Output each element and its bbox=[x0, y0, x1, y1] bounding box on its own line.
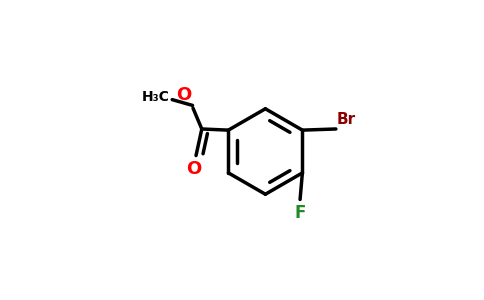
Text: O: O bbox=[177, 86, 192, 104]
Text: F: F bbox=[294, 204, 306, 222]
Text: H₃C: H₃C bbox=[142, 90, 170, 104]
Text: Br: Br bbox=[337, 112, 356, 127]
Text: O: O bbox=[186, 160, 202, 178]
